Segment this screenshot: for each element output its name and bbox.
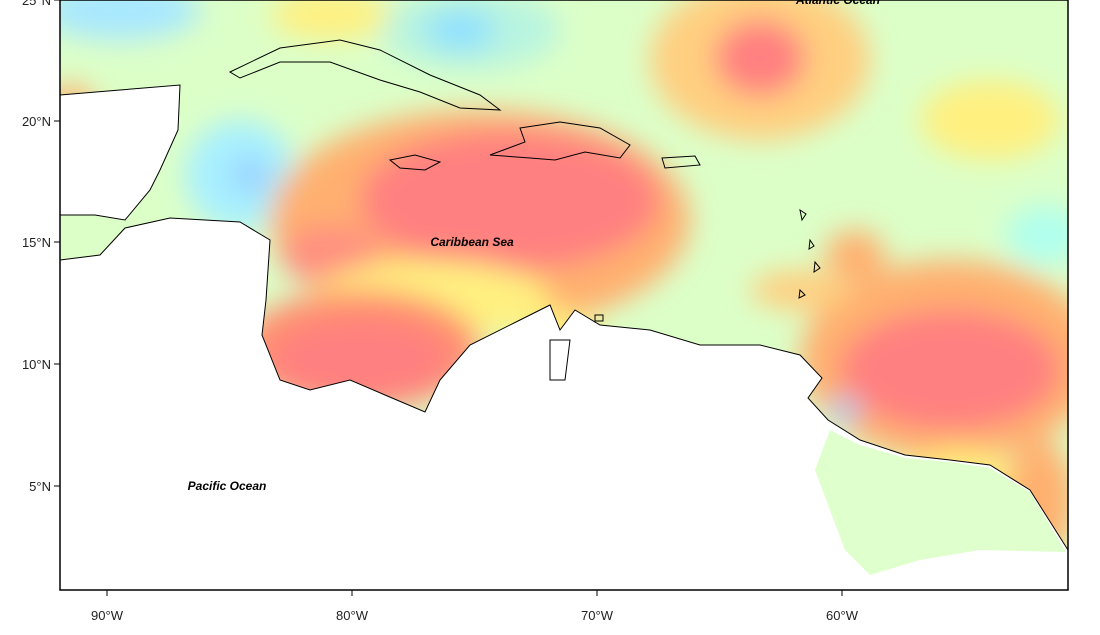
map-frame [59,0,1069,591]
guiana-shading [815,430,1066,575]
lesser-antilles [549,208,821,381]
ocean-label: Pacific Ocean [188,479,267,493]
heatmap [60,0,1068,590]
jamaica [388,154,442,171]
lat-label: 15°N [22,235,51,250]
lon-label: 90°W [91,608,124,623]
lat-label: 5°N [29,479,51,494]
ocean-label: Caribbean Sea [430,235,514,249]
puerto-rico [661,155,701,169]
cuba [228,39,502,111]
lat-label: 25°N [22,0,51,8]
lat-label: 20°N [22,114,51,129]
land [60,84,1068,590]
lon-label: 70°W [581,608,614,623]
hispaniola [489,121,631,161]
ocean-label: Atlantic Ocean [795,0,880,7]
lon-label: 60°W [826,608,859,623]
lon-label: 80°W [336,608,369,623]
lat-label: 10°N [22,357,51,372]
